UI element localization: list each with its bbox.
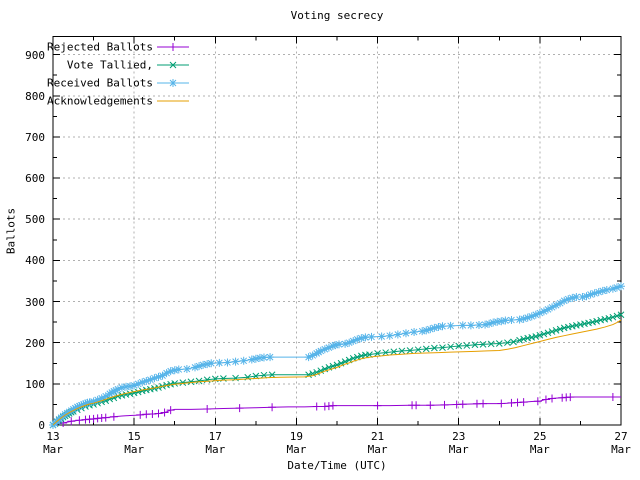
- legend-sample-marker-2: [169, 79, 177, 87]
- y-tick-label-600: 600: [25, 172, 45, 186]
- series-line-2: [52, 285, 622, 426]
- series-line-3: [52, 319, 622, 426]
- chart-title: Voting secrecy: [290, 9, 384, 22]
- legend-entry-vote-tallied: Vote Tallied,: [0, 56, 153, 74]
- y-tick-label-900: 900: [25, 48, 45, 62]
- series-line-1: [52, 314, 622, 426]
- y-tick-label-500: 500: [25, 213, 45, 227]
- series-markers-2: [49, 282, 625, 429]
- x-axis-title: Date/Time (UTC): [287, 459, 387, 472]
- x-tick-label-27-Mar: 27 Mar: [611, 430, 631, 456]
- legend-label-received-ballots: Received Ballots: [47, 76, 153, 90]
- legend-label-vote-tallied: Vote Tallied,: [66, 58, 153, 72]
- y-tick-label-200: 200: [25, 336, 45, 350]
- legend-label-rejected-ballots: Rejected Ballots: [47, 40, 153, 54]
- y-tick-label-300: 300: [25, 295, 45, 309]
- x-tick-label-23-Mar: 23 Mar: [448, 430, 469, 456]
- x-tick-label-19-Mar: 19 Mar: [286, 430, 307, 456]
- x-tick-label-21-Mar: 21 Mar: [367, 430, 388, 456]
- legend-entry-acknowledgements: Acknowledgements: [0, 92, 153, 110]
- legend-sample-marker-0: [169, 43, 177, 51]
- series-markers-1: [49, 311, 625, 429]
- x-tick-label-25-Mar: 25 Mar: [529, 430, 550, 456]
- y-tick-label-100: 100: [25, 377, 45, 391]
- legend: Rejected Ballots Vote Tallied, Received …: [0, 38, 153, 110]
- y-tick-label-700: 700: [25, 130, 45, 144]
- x-tick-label-17-Mar: 17 Mar: [205, 430, 226, 456]
- y-tick-label-800: 800: [25, 89, 45, 103]
- legend-label-acknowledgements: Acknowledgements: [47, 94, 153, 108]
- series-markers-0: [59, 393, 617, 427]
- y-tick-label-0: 0: [38, 419, 45, 432]
- x-tick-label-15-Mar: 15 Mar: [124, 430, 145, 456]
- legend-sample-marker-1: [169, 61, 177, 69]
- x-tick-label-13-Mar: 13 Mar: [43, 430, 63, 456]
- legend-entry-rejected-ballots: Rejected Ballots: [0, 38, 153, 56]
- legend-entry-received-ballots: Received Ballots: [0, 74, 153, 92]
- y-tick-label-400: 400: [25, 254, 45, 268]
